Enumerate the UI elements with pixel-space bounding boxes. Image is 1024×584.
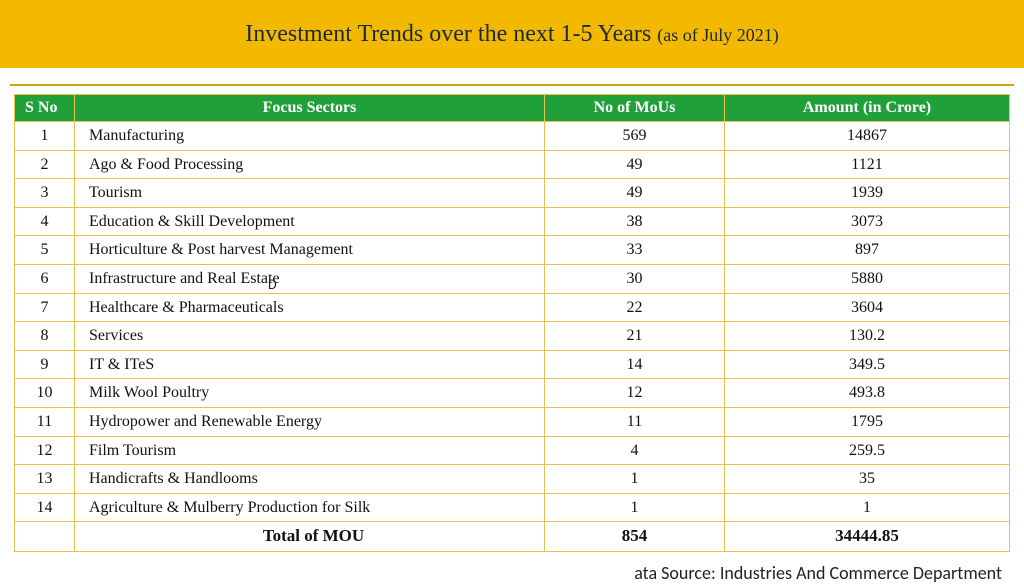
cell-sector: Hydropower and Renewable Energy [75,407,545,436]
table-row: 6Infrastructure and Real Estate305880 [15,264,1010,293]
cell-amount: 259.5 [725,436,1010,465]
cell-amount: 14867 [725,122,1010,151]
cell-mou: 11 [545,407,725,436]
cell-sno: 14 [15,493,75,522]
cell-sector: Tourism [75,179,545,208]
cell-mou: 569 [545,122,725,151]
cell-mou: 14 [545,350,725,379]
cell-sno: 1 [15,122,75,151]
cell-sector: Milk Wool Poultry [75,379,545,408]
cell-sector: Agriculture & Mulberry Production for Si… [75,493,545,522]
table-row: 10Milk Wool Poultry12493.8 [15,379,1010,408]
title-main: Investment Trends over the next 1-5 Year… [245,21,657,47]
table-row: 14Agriculture & Mulberry Production for … [15,493,1010,522]
cell-amount: 1939 [725,179,1010,208]
cell-sno: 5 [15,236,75,265]
table-row: 13Handicrafts & Handlooms135 [15,465,1010,494]
cell-sno: 13 [15,465,75,494]
cell-amount: 3604 [725,293,1010,322]
table-row: 9IT & ITeS14349.5 [15,350,1010,379]
cell-amount: 349.5 [725,350,1010,379]
cell-sector: Horticulture & Post harvest Management [75,236,545,265]
title-sub: (as of July 2021) [657,25,778,45]
cell-mou: 21 [545,322,725,351]
cell-sector: IT & ITeS [75,350,545,379]
cell-mou: 38 [545,207,725,236]
cell-sno [15,522,75,552]
cell-amount: 1 [725,493,1010,522]
table-row: 7Healthcare & Pharmaceuticals223604 [15,293,1010,322]
cell-mou: 1 [545,493,725,522]
table-row: 8Services21130.2 [15,322,1010,351]
cell-mou: 30 [545,264,725,293]
cell-sector: Handicrafts & Handlooms [75,465,545,494]
cell-mou: 4 [545,436,725,465]
cell-sno: 3 [15,179,75,208]
cell-sector: Healthcare & Pharmaceuticals [75,293,545,322]
cell-mou: 1 [545,465,725,494]
cell-amount: 35 [725,465,1010,494]
table-total-row: Total of MOU85434444.85 [15,522,1010,552]
cell-total-mou: 854 [545,522,725,552]
cell-mou: 33 [545,236,725,265]
cell-sno: 10 [15,379,75,408]
cell-amount: 493.8 [725,379,1010,408]
cell-sno: 4 [15,207,75,236]
col-mou: No of MoUs [545,95,725,122]
cell-sno: 2 [15,150,75,179]
cell-sno: 7 [15,293,75,322]
cell-amount: 897 [725,236,1010,265]
data-source: ata Source: Industries And Commerce Depa… [0,552,1024,584]
table-row: 4Education & Skill Development383073 [15,207,1010,236]
cell-sector: Infrastructure and Real Estate [75,264,545,293]
table-row: 3Tourism491939 [15,179,1010,208]
col-amount: Amount (in Crore) [725,95,1010,122]
table-row: 5Horticulture & Post harvest Management3… [15,236,1010,265]
cell-mou: 49 [545,179,725,208]
col-sector: Focus Sectors [75,95,545,122]
cell-amount: 1121 [725,150,1010,179]
cell-mou: 49 [545,150,725,179]
table-row: 11Hydropower and Renewable Energy111795 [15,407,1010,436]
cell-amount: 3073 [725,207,1010,236]
cell-sector: Manufacturing [75,122,545,151]
investment-table: S No Focus Sectors No of MoUs Amount (in… [14,94,1010,552]
col-sno: S No [15,95,75,122]
cell-amount: 5880 [725,264,1010,293]
cell-sector: Services [75,322,545,351]
table-row: 1Manufacturing56914867 [15,122,1010,151]
cell-total-label: Total of MOU [75,522,545,552]
cell-amount: 130.2 [725,322,1010,351]
table-row: 12Film Tourism4259.5 [15,436,1010,465]
cell-sno: 11 [15,407,75,436]
page-title: Investment Trends over the next 1-5 Year… [245,21,778,48]
cell-mou: 22 [545,293,725,322]
table-header-row: S No Focus Sectors No of MoUs Amount (in… [15,95,1010,122]
cell-sector: Film Tourism [75,436,545,465]
cell-sector: Ago & Food Processing [75,150,545,179]
cell-sector: Education & Skill Development [75,207,545,236]
cell-sno: 12 [15,436,75,465]
cell-total-amount: 34444.85 [725,522,1010,552]
cell-sno: 6 [15,264,75,293]
cell-sno: 9 [15,350,75,379]
table-container: S No Focus Sectors No of MoUs Amount (in… [0,86,1024,552]
title-band: Investment Trends over the next 1-5 Year… [0,0,1024,68]
cell-amount: 1795 [725,407,1010,436]
cell-mou: 12 [545,379,725,408]
table-row: 2Ago & Food Processing491121 [15,150,1010,179]
cell-sno: 8 [15,322,75,351]
